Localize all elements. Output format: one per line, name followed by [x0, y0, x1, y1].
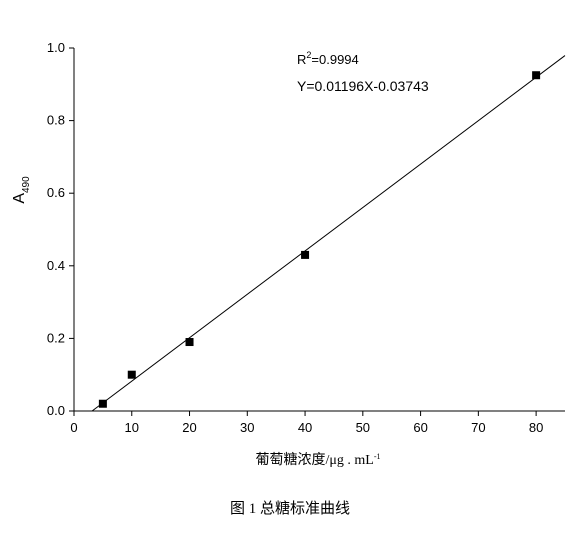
y-tick-label: 0.6 [47, 185, 65, 200]
y-tick-label: 0.8 [47, 113, 65, 128]
x-tick-label: 10 [125, 420, 139, 435]
x-tick-label: 20 [182, 420, 196, 435]
x-axis-label: 葡萄糖浓度/μg . mL-1 [255, 452, 380, 468]
x-tick-label: 0 [70, 420, 77, 435]
x-tick-label: 70 [471, 420, 485, 435]
r2-annotation: R2=0.9994 [297, 50, 359, 67]
data-point [532, 71, 541, 80]
x-tick-label: 30 [240, 420, 254, 435]
equation: Y=0.01196X-0.03743 [297, 78, 429, 94]
y-axis-label: A490 [11, 176, 32, 204]
data-point [185, 338, 194, 347]
data-point [98, 399, 107, 408]
data-point [127, 370, 136, 379]
caption: 图 1 总糖标准曲线 [230, 500, 350, 517]
y-tick-label: 1.0 [47, 40, 65, 55]
y-tick-label: 0.4 [47, 258, 65, 273]
x-tick-label: 50 [356, 420, 370, 435]
fit-line [91, 55, 566, 412]
y-tick-label: 0.0 [47, 403, 65, 418]
y-tick-label: 0.2 [47, 330, 65, 345]
x-tick-label: 60 [413, 420, 427, 435]
x-tick-label: 80 [529, 420, 543, 435]
x-tick-label: 40 [298, 420, 312, 435]
data-point [301, 250, 310, 259]
